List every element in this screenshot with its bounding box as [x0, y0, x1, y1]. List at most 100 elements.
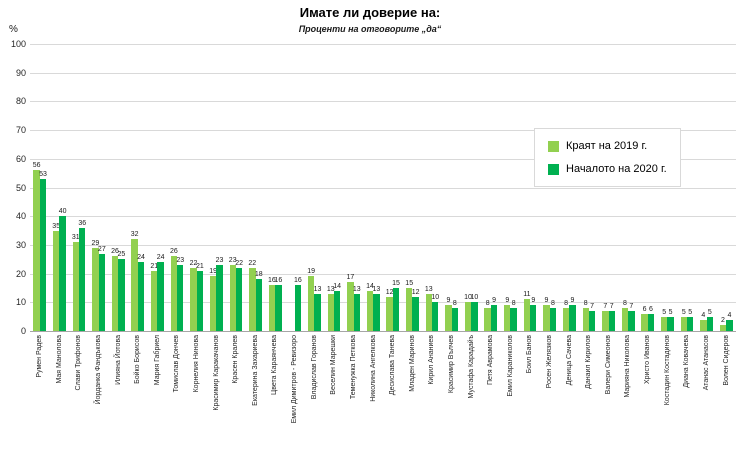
bar-value-label: 32 — [130, 231, 139, 239]
category-label-text: Емил Димитров - Ревизоро — [291, 335, 299, 424]
legend-item-2020: Началото на 2020 г. — [548, 163, 667, 175]
bar-value-label: 12 — [385, 288, 394, 296]
gridline — [30, 302, 736, 304]
category-label-text: Николина Ангелкова — [369, 335, 377, 402]
category-label: Десислава Танева — [383, 335, 403, 457]
bar-value-label: 29 — [91, 239, 100, 247]
bar-2020 — [235, 267, 243, 331]
bar-2020 — [216, 264, 223, 331]
bar-2019 — [209, 276, 217, 331]
bar-value-label: 21 — [195, 262, 204, 270]
bar-value-label: 23 — [228, 256, 237, 264]
bar-2020 — [432, 302, 439, 331]
bar-2020 — [275, 285, 282, 331]
gridline — [30, 101, 736, 103]
bar-value-label: 53 — [39, 170, 47, 178]
bar-2019 — [170, 256, 178, 331]
bar-2019 — [151, 270, 158, 331]
legend-swatch-2019-icon — [548, 140, 559, 152]
gridline — [30, 187, 736, 189]
category-label-text: Теменужка Петкова — [349, 335, 357, 400]
bar-2019 — [190, 267, 197, 331]
bar-2019 — [543, 305, 550, 331]
y-tick-label: 90 — [15, 67, 26, 78]
category-label: Петя Аврамова — [481, 335, 501, 457]
gridline — [30, 216, 736, 218]
category-label-text: Диана Ковачева — [683, 335, 691, 388]
bar-value-label: 7 — [590, 302, 595, 310]
bar-value-label: 9 — [505, 297, 510, 305]
bar-value-label: 14 — [333, 282, 342, 290]
bar-value-label: 10 — [470, 294, 479, 302]
gridline — [30, 273, 736, 275]
bar-2019 — [366, 290, 374, 331]
category-label-text: Илияна Йотова — [114, 335, 122, 385]
category-label-text: Красимир Вълчев — [447, 335, 455, 394]
category-label: Корнелия Нинова — [187, 335, 207, 457]
bar-value-label: 26 — [111, 248, 119, 256]
bar-value-label: 9 — [570, 297, 575, 305]
bar-2020 — [59, 216, 66, 331]
bar-value-label: 10 — [464, 294, 472, 302]
bar-2019 — [621, 308, 629, 331]
bar-2019 — [72, 242, 80, 331]
bar-value-label: 35 — [52, 222, 61, 230]
y-axis-unit-label: % — [9, 24, 18, 35]
bar-2019 — [700, 319, 707, 331]
bar-value-label: 15 — [405, 279, 414, 287]
bar-value-label: 36 — [78, 219, 87, 227]
bar-value-label: 4 — [727, 311, 732, 319]
category-label-text: Деница Сачева — [565, 335, 573, 386]
category-label: Теменужка Петкова — [344, 335, 364, 457]
bar-value-label: 6 — [648, 305, 653, 313]
bar-value-label: 22 — [189, 259, 198, 267]
category-label-text: Младен Маринов — [408, 335, 416, 392]
bar-2020 — [451, 308, 459, 331]
bar-value-label: 9 — [544, 297, 549, 305]
bar-2020 — [392, 287, 400, 331]
category-label-text: Валери Симеонов — [604, 335, 612, 395]
category-label-text: Боил Банов — [526, 335, 534, 374]
bar-2020 — [294, 285, 302, 331]
category-label-text: Владислав Горанов — [310, 335, 318, 400]
bar-2020 — [118, 259, 125, 331]
bar-2019 — [464, 302, 472, 331]
category-label-text: Мария Габриел — [153, 335, 161, 386]
bar-value-label: 5 — [688, 308, 693, 316]
bar-2020 — [98, 253, 106, 331]
chart-subtitle: Проценти на отговорите „да“ — [298, 24, 442, 34]
bar-2020 — [157, 262, 164, 331]
gridline — [30, 44, 736, 45]
bar-2020 — [647, 313, 655, 331]
bar-value-label: 8 — [452, 300, 457, 308]
bar-value-label: 8 — [485, 300, 490, 308]
bar-2020 — [196, 270, 204, 331]
bar-value-label: 31 — [71, 234, 80, 242]
category-label: Костадин Костадинов — [658, 335, 678, 457]
bar-value-label: 5 — [681, 308, 686, 316]
category-label: Христо Иванов — [638, 335, 658, 457]
bar-value-label: 7 — [629, 302, 634, 310]
category-label-text: Петя Аврамова — [487, 335, 495, 386]
category-label-text: Христо Иванов — [644, 335, 652, 384]
y-tick-label: 60 — [15, 153, 26, 164]
bar-2020 — [314, 293, 321, 331]
bar-2020 — [177, 264, 184, 331]
bar-2019 — [680, 316, 687, 331]
bar-2020 — [686, 316, 694, 331]
bar-value-label: 12 — [411, 288, 420, 296]
category-label-text: Мустафа Карадайъ — [467, 335, 475, 399]
category-label: Красимир Каракачанов — [207, 335, 227, 457]
gridline — [30, 130, 736, 132]
bar-value-label: 16 — [294, 277, 302, 285]
category-label-text: Красен Кралев — [232, 335, 240, 384]
bar-value-label: 19 — [307, 268, 316, 276]
category-label: Емил Караниколов — [501, 335, 521, 457]
category-label: Деница Сачева — [560, 335, 580, 457]
category-label-text: Кирил Ананиев — [428, 335, 436, 385]
bar-value-label: 6 — [642, 305, 647, 313]
category-label-text: Данаил Кирилов — [585, 335, 593, 389]
category-label: Йорданка Фандъкова — [89, 335, 109, 457]
category-label: Владислав Горанов — [305, 335, 325, 457]
